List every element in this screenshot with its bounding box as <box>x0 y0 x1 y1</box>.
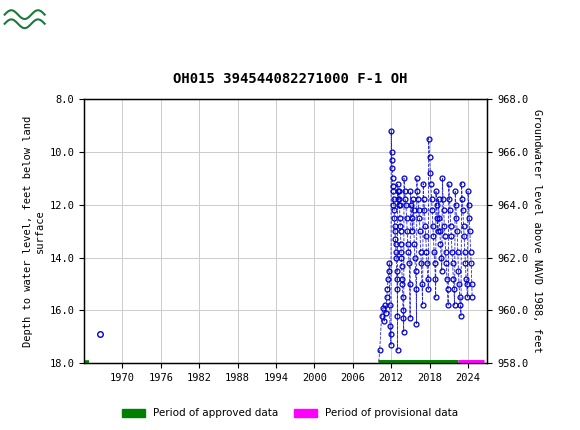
Y-axis label: Depth to water level, feet below land
surface: Depth to water level, feet below land su… <box>23 116 45 347</box>
Text: USGS: USGS <box>51 9 106 27</box>
Legend: Period of approved data, Period of provisional data: Period of approved data, Period of provi… <box>118 404 462 423</box>
Y-axis label: Groundwater level above NAVD 1988, feet: Groundwater level above NAVD 1988, feet <box>532 109 542 353</box>
Text: OH015 394544082271000 F-1 OH: OH015 394544082271000 F-1 OH <box>173 72 407 86</box>
Bar <box>3 3 46 34</box>
